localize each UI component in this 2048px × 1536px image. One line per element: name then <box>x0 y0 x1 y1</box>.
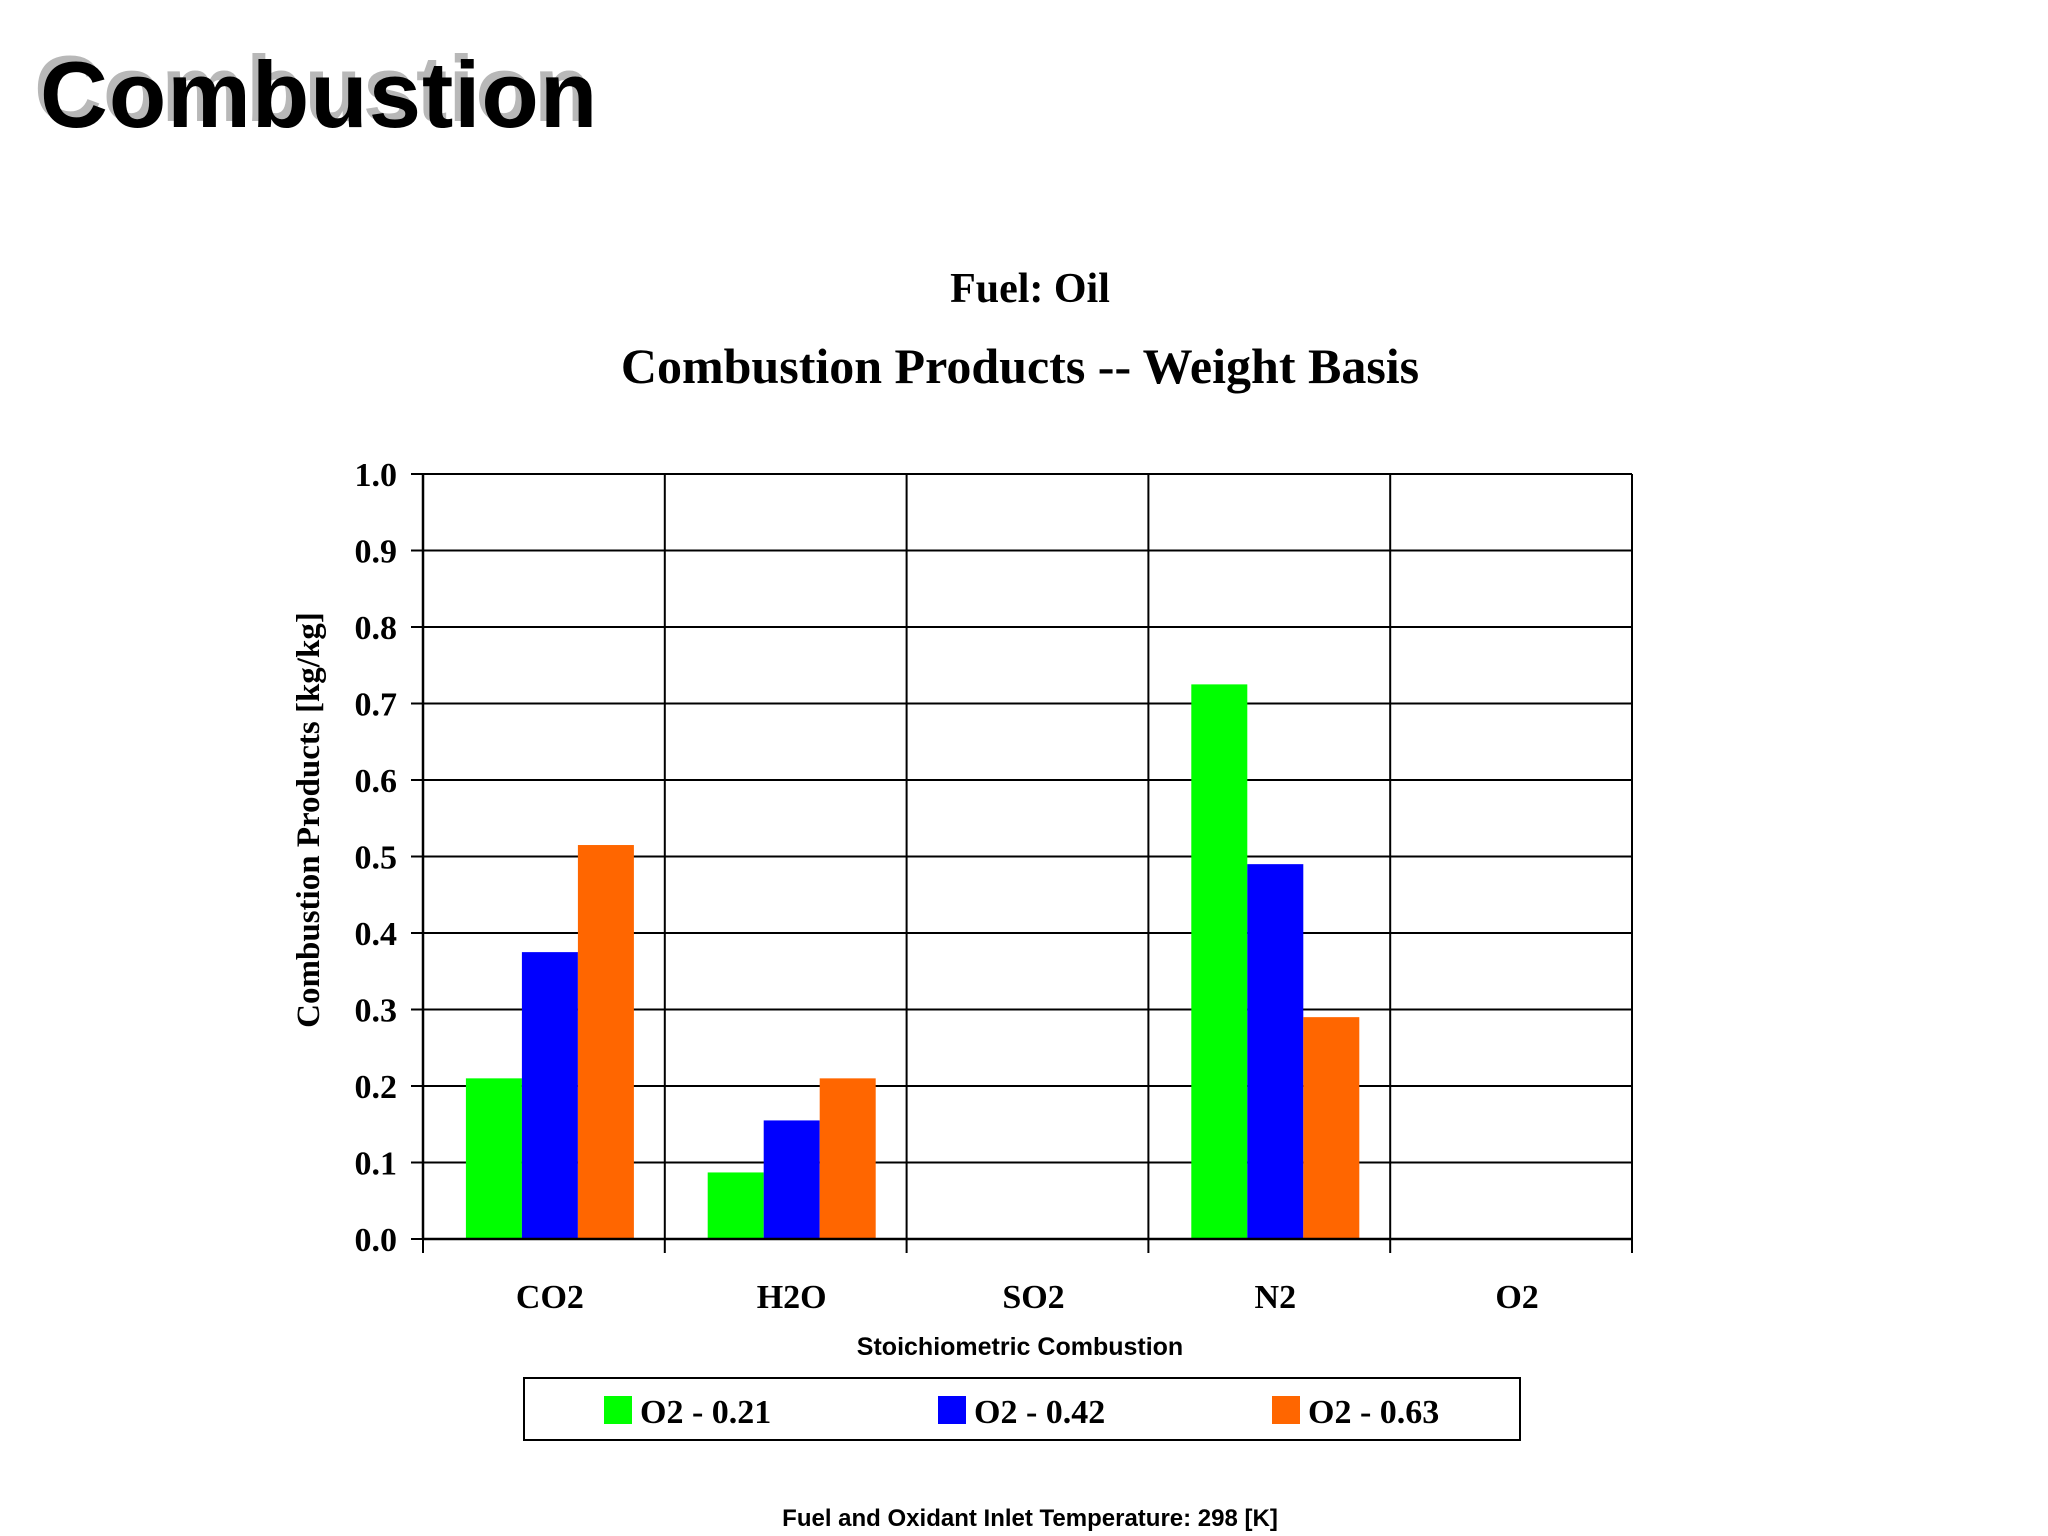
legend-swatch <box>938 1396 966 1424</box>
legend-box <box>523 1377 1521 1441</box>
bar-n2-1 <box>1191 684 1248 1239</box>
y-tick-label: 0.7 <box>355 687 398 724</box>
y-tick-label: 0.0 <box>355 1222 398 1259</box>
legend: O2 - 0.21 O2 - 0.42 O2 - 0.63 <box>523 1377 1521 1441</box>
y-tick-label: 0.1 <box>355 1146 398 1183</box>
bar-h2o-3 <box>819 1078 876 1239</box>
x-axis-title: Stoichiometric Combustion <box>857 1333 1183 1361</box>
y-tick-label: 0.6 <box>355 763 398 800</box>
y-tick-label: 1.0 <box>355 457 398 494</box>
legend-label: O2 - 0.21 <box>640 1394 771 1431</box>
legend-label: O2 - 0.63 <box>1308 1394 1439 1431</box>
y-tick-label: 0.5 <box>355 840 398 877</box>
bar-h2o-2 <box>763 1120 820 1239</box>
y-tick-label: 0.8 <box>355 610 398 647</box>
x-tick-label: H2O <box>757 1279 827 1316</box>
y-tick-label: 0.4 <box>355 916 398 953</box>
chart-title: Fuel: Oil <box>950 266 1110 312</box>
bar-n2-2 <box>1247 864 1304 1239</box>
chart-subtitle: Combustion Products -- Weight Basis <box>621 338 1419 394</box>
legend-swatch <box>1272 1396 1300 1424</box>
y-tick-label: 0.3 <box>355 993 398 1030</box>
y-tick-label: 0.2 <box>355 1069 398 1106</box>
legend-swatch <box>604 1396 632 1424</box>
x-tick-label: O2 <box>1495 1279 1538 1316</box>
bar-co2-3 <box>577 845 634 1239</box>
bars <box>465 684 1360 1239</box>
x-tick-label: CO2 <box>516 1279 584 1316</box>
x-tick-label: N2 <box>1255 1279 1297 1316</box>
slide-title: Combustion <box>40 42 599 147</box>
bar-co2-2 <box>521 952 578 1239</box>
footnote: Fuel and Oxidant Inlet Temperature: 298 … <box>782 1505 1278 1532</box>
axes: 0.0 0.1 0.2 0.3 0.4 0.5 0.6 0.7 0.8 0.9 1.0 CO2 H2O S… <box>355 457 1632 1316</box>
bar-co2-1 <box>465 1078 522 1239</box>
y-tick-label: 0.9 <box>355 534 398 571</box>
y-axis-title: Combustion Products [kg/kg] <box>291 612 327 1028</box>
legend-label: O2 - 0.42 <box>974 1394 1105 1431</box>
bar-n2-3 <box>1303 1017 1360 1239</box>
x-tick-label: SO2 <box>1002 1279 1064 1316</box>
bar-h2o-1 <box>707 1172 764 1239</box>
